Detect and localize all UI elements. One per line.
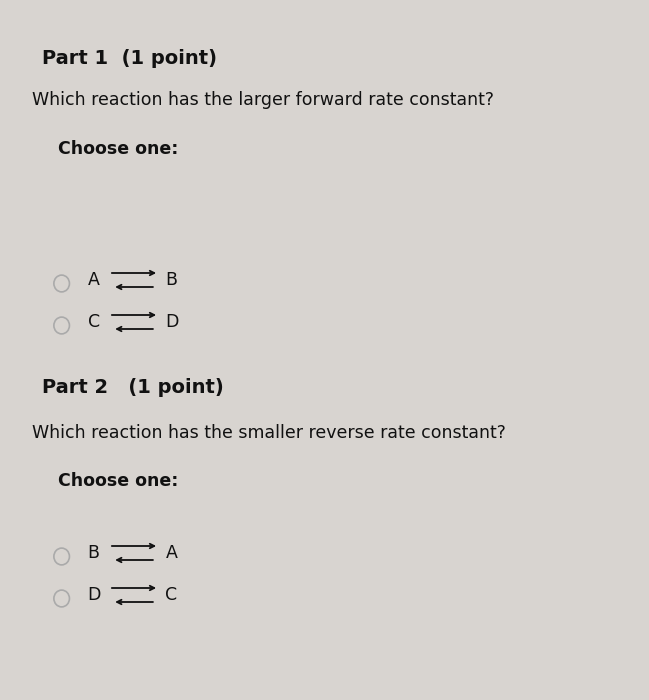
- Text: D: D: [88, 586, 101, 604]
- Text: B: B: [165, 271, 177, 289]
- Text: Part 2   (1 point): Part 2 (1 point): [42, 378, 224, 397]
- Text: D: D: [165, 313, 179, 331]
- Text: Choose one:: Choose one:: [58, 473, 178, 491]
- Text: A: A: [88, 271, 99, 289]
- Text: Which reaction has the larger forward rate constant?: Which reaction has the larger forward ra…: [32, 91, 495, 109]
- Text: B: B: [88, 544, 99, 562]
- Text: Which reaction has the smaller reverse rate constant?: Which reaction has the smaller reverse r…: [32, 424, 506, 442]
- Text: Choose one:: Choose one:: [58, 140, 178, 158]
- Text: A: A: [165, 544, 177, 562]
- Text: Part 1  (1 point): Part 1 (1 point): [42, 49, 217, 68]
- Text: C: C: [88, 313, 100, 331]
- Text: C: C: [165, 586, 178, 604]
